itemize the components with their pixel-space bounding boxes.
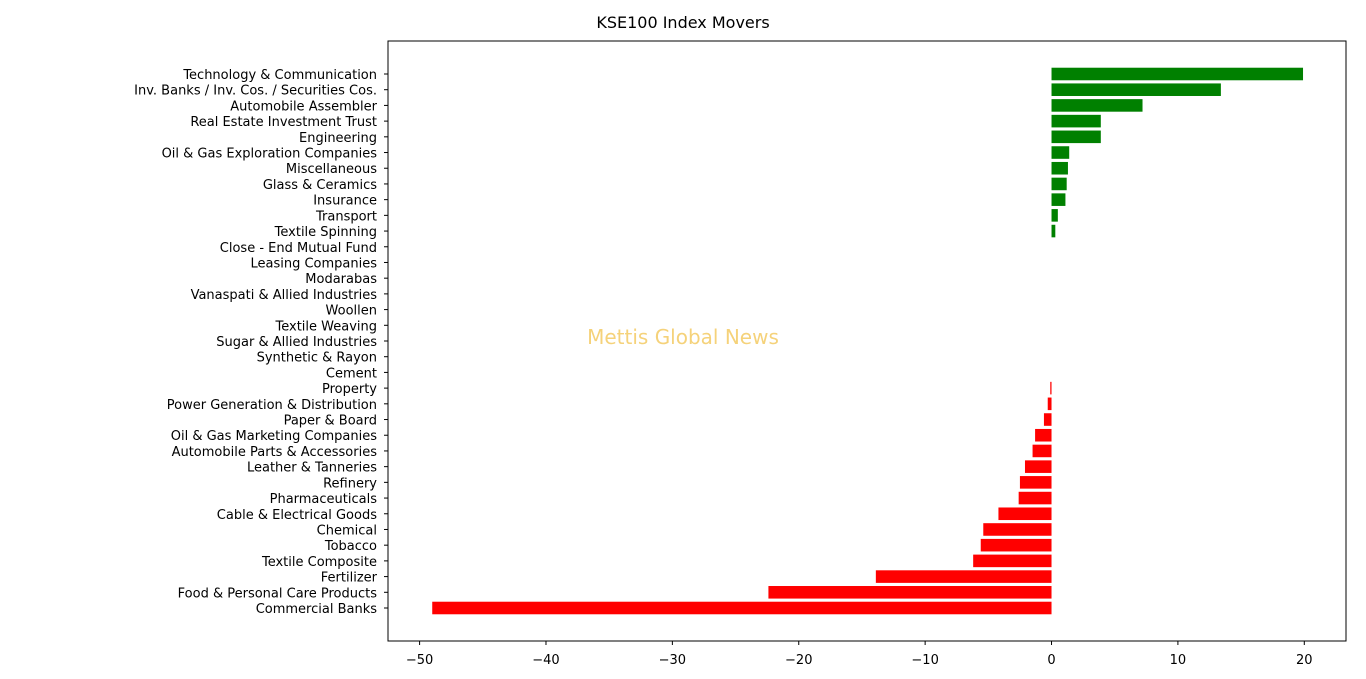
category-label: Engineering bbox=[299, 131, 377, 146]
x-tick-label: −30 bbox=[659, 653, 686, 668]
x-tick-label: −10 bbox=[911, 653, 938, 668]
category-label: Real Estate Investment Trust bbox=[190, 115, 377, 130]
bar bbox=[1051, 130, 1101, 144]
bar bbox=[983, 523, 1052, 536]
category-label: Glass & Ceramics bbox=[263, 178, 377, 193]
bar bbox=[998, 507, 1052, 521]
bar bbox=[1051, 67, 1304, 81]
x-tick-label: 0 bbox=[1047, 653, 1055, 668]
category-label: Tobacco bbox=[324, 539, 377, 554]
category-label: Oil & Gas Exploration Companies bbox=[162, 147, 378, 162]
category-label: Leasing Companies bbox=[250, 256, 377, 271]
bar bbox=[1035, 428, 1052, 442]
category-label: Chemical bbox=[317, 523, 377, 538]
bar bbox=[1043, 413, 1052, 426]
category-label: Property bbox=[322, 382, 377, 397]
category-label: Food & Personal Care Products bbox=[178, 586, 378, 601]
bar bbox=[432, 601, 1052, 615]
bar bbox=[1051, 177, 1067, 191]
category-label: Commercial Banks bbox=[256, 602, 378, 617]
category-label: Synthetic & Rayon bbox=[257, 351, 377, 366]
x-tick-label: −20 bbox=[785, 653, 812, 668]
bar bbox=[1051, 114, 1101, 128]
category-label: Paper & Board bbox=[284, 414, 377, 429]
bar bbox=[1051, 146, 1070, 159]
category-label: Leather & Tanneries bbox=[247, 461, 377, 476]
x-axis-ticks: −50 −40 −30 −20 −10 0 10 20 bbox=[406, 641, 1313, 668]
category-label: Close - End Mutual Fund bbox=[220, 241, 377, 256]
bar bbox=[1019, 476, 1052, 489]
category-label: Refinery bbox=[323, 476, 377, 491]
bar bbox=[1024, 460, 1052, 473]
bar bbox=[1018, 491, 1052, 505]
bar bbox=[1051, 224, 1056, 238]
category-label: Pharmaceuticals bbox=[270, 492, 378, 507]
bar bbox=[875, 570, 1052, 583]
category-label: Woollen bbox=[326, 304, 377, 319]
bar bbox=[768, 586, 1052, 599]
watermark-text: Mettis Global News bbox=[587, 325, 779, 349]
category-label: Inv. Banks / Inv. Cos. / Securities Cos. bbox=[134, 84, 377, 99]
bar bbox=[980, 538, 1052, 552]
x-tick-label: −40 bbox=[532, 653, 559, 668]
category-label: Insurance bbox=[313, 194, 377, 209]
category-label: Textile Spinning bbox=[274, 225, 377, 240]
category-label: Textile Weaving bbox=[275, 319, 378, 334]
chart-title: KSE100 Index Movers bbox=[596, 13, 769, 32]
category-label: Automobile Parts & Accessories bbox=[172, 445, 378, 460]
category-label: Oil & Gas Marketing Companies bbox=[171, 429, 377, 444]
bar bbox=[1051, 193, 1066, 206]
bar bbox=[973, 554, 1052, 568]
category-label: Automobile Assembler bbox=[230, 99, 377, 114]
category-label: Transport bbox=[315, 209, 377, 224]
bar bbox=[1032, 444, 1052, 458]
x-tick-label: −50 bbox=[406, 653, 433, 668]
bars-group bbox=[432, 67, 1304, 615]
bar bbox=[1047, 397, 1052, 411]
category-label: Cable & Electrical Goods bbox=[217, 508, 377, 523]
bar bbox=[1050, 381, 1052, 395]
bar bbox=[1051, 161, 1068, 175]
x-tick-label: 10 bbox=[1170, 653, 1187, 668]
category-label: Sugar & Allied Industries bbox=[216, 335, 377, 350]
bar bbox=[1051, 209, 1058, 222]
category-label: Modarabas bbox=[305, 272, 377, 287]
bar bbox=[1051, 99, 1143, 112]
category-label: Technology & Communication bbox=[182, 68, 377, 83]
category-label: Cement bbox=[326, 366, 377, 381]
category-label: Miscellaneous bbox=[286, 162, 377, 177]
category-label: Fertilizer bbox=[321, 571, 378, 586]
plot-frame bbox=[387, 40, 1347, 642]
x-tick-label: 20 bbox=[1296, 653, 1313, 668]
bar bbox=[1051, 83, 1221, 96]
category-label: Vanaspati & Allied Industries bbox=[191, 288, 378, 303]
category-label: Power Generation & Distribution bbox=[167, 398, 377, 413]
category-label: Textile Composite bbox=[261, 555, 377, 570]
